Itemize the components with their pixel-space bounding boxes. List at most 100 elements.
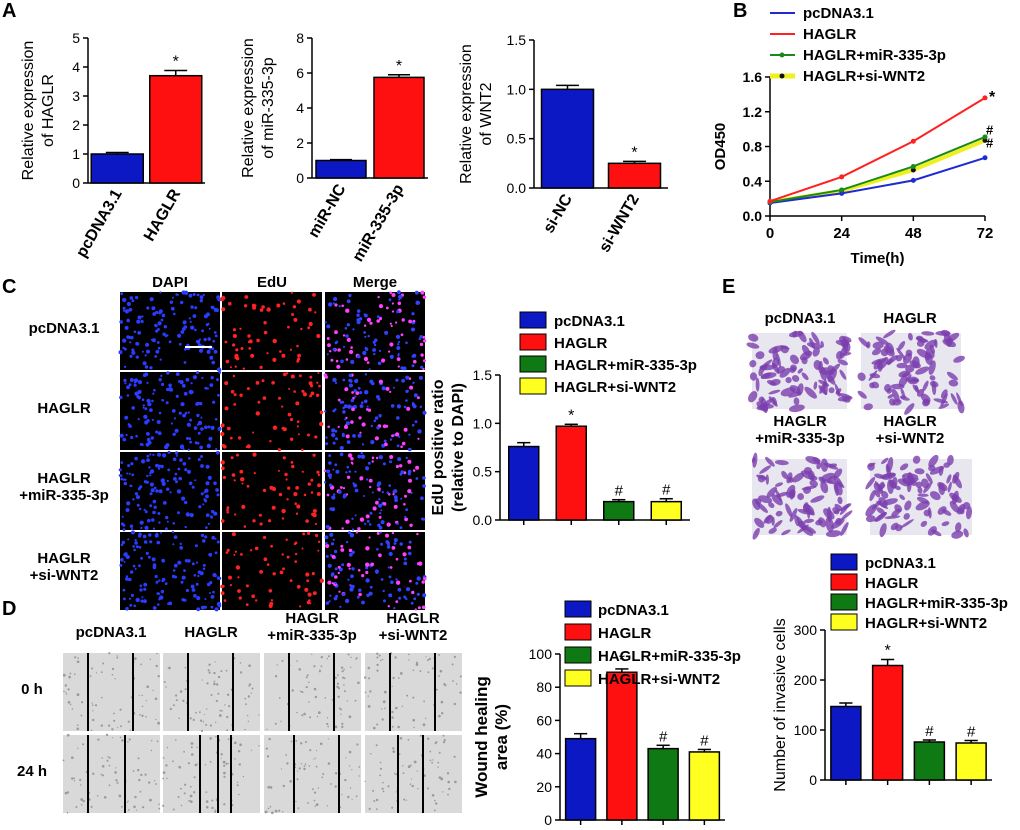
legend-marker [779, 73, 785, 79]
invasion-image [857, 329, 965, 415]
microscopy-image-edu [220, 531, 324, 610]
microscopy-image-merge [323, 451, 426, 531]
significance-mark: * [989, 89, 996, 106]
y-tick-label: 0.5 [473, 464, 493, 480]
y-tick-label: 1.5 [507, 32, 527, 48]
bar [913, 741, 946, 781]
y-axis-label-group: EdU positive ratio (relative to DAPI) [430, 379, 467, 515]
y-axis-label-group: Relative expression of miR-335-3p [240, 38, 277, 178]
image-label: HAGLR +si-WNT2 [875, 413, 945, 447]
y-tick-label: 80 [536, 679, 552, 695]
row-label: pcDNA3.1 [28, 320, 100, 337]
bar [871, 664, 904, 781]
y-tick-label: 1 [72, 146, 80, 162]
chart-b-od450-growth: 0.0 0.4 0.8 1.2 1.6 0 24 48 72 Time(h) OD450 * ## pcD… [712, 5, 996, 267]
bar [647, 747, 679, 821]
wound-image [264, 653, 361, 731]
bar [555, 425, 587, 521]
invasion-image [751, 452, 853, 540]
x-axis-label: Time(h) [851, 250, 905, 267]
invasion-image [746, 330, 853, 414]
bar [830, 705, 862, 781]
legend-swatch [564, 623, 592, 641]
wound-image [162, 735, 260, 813]
legend-label: pcDNA3.1 [865, 555, 936, 572]
significance-mark: * [631, 144, 637, 161]
row-label: HAGLR +si-WNT2 [29, 550, 99, 584]
significance-mark: # [659, 728, 668, 745]
y-tick-label: 4 [72, 59, 80, 75]
bar [955, 742, 987, 781]
y-tick-label: 1.0 [507, 81, 527, 97]
wound-image [62, 733, 161, 814]
legend-swatch [519, 333, 547, 351]
panel-label-e: E [722, 276, 736, 298]
wound-image [163, 653, 260, 732]
data-point [910, 177, 916, 183]
microscopy-image-edu [220, 372, 324, 452]
y-axis-label: Relative expression [20, 41, 37, 181]
y-axis-label-group: Wound healing area (%) [472, 676, 511, 798]
legend-swatch [519, 311, 547, 329]
y-axis-label: (relative to DAPI) [450, 383, 467, 512]
column-label: Merge [352, 274, 398, 291]
bar [90, 153, 144, 184]
y-tick-label: 0 [544, 812, 552, 828]
microscopy-image-merge [323, 372, 427, 452]
row-label: 24 h [16, 763, 47, 780]
x-tick-label: 0 [766, 225, 774, 242]
microscopy-image-edu [220, 452, 322, 530]
column-label: HAGLR +miR-335-3p [267, 610, 357, 644]
data-point [839, 174, 845, 180]
microscopy-image-edu [220, 291, 322, 370]
legend-swatch [519, 377, 547, 395]
legend-label: HAGLR+si-WNT2 [554, 379, 676, 396]
legend-label: HAGLR [554, 335, 607, 352]
legend-label: HAGLR [865, 575, 918, 592]
legend-label: pcDNA3.1 [598, 602, 669, 619]
legend-label: HAGLR+si-WNT2 [803, 68, 925, 85]
legend-label: HAGLR+miR-335-3p [554, 357, 697, 374]
y-tick-label: 60 [536, 712, 552, 728]
y-axis-label-group: Relative expression of WNT2 [458, 44, 495, 184]
chart-d-wound-area: 0 20 40 60 80 100 Wound healing area (%) * # # pcDN… [472, 600, 741, 828]
significance-mark: # [925, 723, 934, 740]
y-tick-label: 2 [296, 135, 304, 151]
significance-mark: * [568, 407, 574, 424]
row-label: HAGLR [37, 400, 91, 417]
series-line [769, 136, 986, 204]
data-point [839, 187, 845, 193]
image-label: HAGLR [883, 310, 937, 327]
wound-image [363, 652, 462, 731]
legend-swatch [830, 613, 858, 631]
y-axis-label: of WNT2 [478, 82, 495, 145]
bar [373, 76, 425, 179]
legend-swatch [830, 553, 858, 571]
y-tick-label: 0.0 [743, 208, 763, 224]
y-axis-label: of HAGLR [40, 74, 57, 147]
y-tick-label: 300 [794, 622, 818, 638]
y-axis-label: Relative expression [240, 38, 257, 178]
y-axis-label-group: OD450 [712, 123, 729, 171]
data-point [982, 137, 988, 143]
legend-label: HAGLR+miR-335-3p [598, 648, 741, 665]
image-label: HAGLR +miR-335-3p [755, 413, 845, 447]
legend-label: HAGLR+si-WNT2 [598, 671, 720, 688]
legend-label: HAGLR+si-WNT2 [865, 615, 987, 632]
y-axis-label: OD450 [712, 123, 729, 171]
y-axis-label: Wound healing [472, 676, 491, 798]
significance-mark: * [173, 53, 179, 70]
y-tick-label: 6 [296, 65, 304, 81]
series-line [769, 96, 986, 203]
chart-c-edu-ratio: 0.0 0.5 1.0 1.5 EdU positive ratio (relative … [430, 311, 697, 528]
y-tick-label: 1.5 [473, 367, 493, 383]
legend-label: HAGLR [598, 625, 651, 642]
y-tick-label: 0.0 [473, 512, 493, 528]
y-tick-label: 1.0 [473, 415, 493, 431]
y-tick-label: 40 [536, 746, 552, 762]
data-point [910, 138, 916, 144]
significance-mark: * [396, 58, 402, 75]
legend-swatch [519, 355, 547, 373]
data-point [982, 134, 988, 140]
